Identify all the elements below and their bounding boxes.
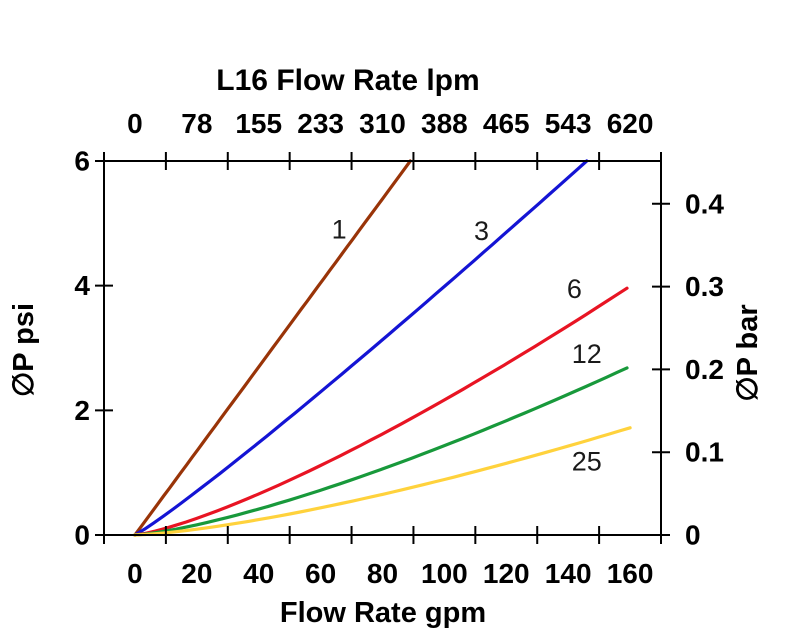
bottom-axis-tick-label: 80: [367, 558, 398, 589]
bottom-axis-tick-label: 100: [421, 558, 468, 589]
top-axis-tick-label: 310: [359, 108, 406, 139]
bottom-axis-tick-label: 120: [483, 558, 530, 589]
top-axis-tick-label: 233: [297, 108, 344, 139]
right-axis-title: ∅P bar: [732, 304, 764, 401]
curve-label-1: 1: [332, 215, 347, 245]
curve-series-1: [133, 159, 412, 537]
bottom-axis-tick-label: 140: [545, 558, 592, 589]
bottom-axis-title: Flow Rate gpm: [280, 597, 486, 629]
curve-label-6: 6: [567, 274, 582, 304]
left-axis-tick-label: 2: [74, 395, 90, 426]
curve-label-3: 3: [474, 216, 489, 246]
curve-labels-group: 1 3 6 12 25: [332, 215, 602, 477]
plot-border: [103, 160, 662, 536]
curve-label-25: 25: [572, 446, 602, 476]
right-axis-tick-label: 0.3: [685, 271, 724, 302]
bottom-axis-tick-label: 160: [607, 558, 654, 589]
top-axis-tick-label: 155: [235, 108, 282, 139]
right-axis-tick-label: 0.2: [685, 354, 724, 385]
plot-frame-group: [103, 160, 662, 536]
right-axis-tick-label: 0: [685, 520, 701, 551]
left-axis-tick-label: 0: [74, 520, 90, 551]
curve-series-25: [133, 426, 632, 537]
axis-titles-group: L16 Flow Rate lpm Flow Rate gpm ∅P psi ∅P b…: [8, 64, 764, 629]
bottom-axis-tick-label: 0: [127, 558, 143, 589]
top-axis-tick-label: 0: [127, 108, 143, 139]
bottom-axis-tick-label: 60: [305, 558, 336, 589]
left-axis-tick-label: 6: [74, 146, 90, 177]
curve-series-group: [133, 159, 632, 537]
top-axis-tick-label: 620: [607, 108, 654, 139]
right-axis-tick-label: 0.1: [685, 437, 724, 468]
curve-label-12: 12: [572, 339, 602, 369]
chart-title: L16 Flow Rate lpm: [216, 64, 479, 97]
curve-series-12: [133, 366, 629, 537]
top-axis-tick-label: 388: [421, 108, 468, 139]
left-axis-title: ∅P psi: [8, 303, 40, 397]
left-axis-tick-label: 4: [74, 270, 90, 301]
top-axis-tick-label: 78: [181, 108, 212, 139]
curve-series-3: [133, 159, 589, 537]
bottom-axis-tick-label: 40: [243, 558, 274, 589]
top-axis-tick-label: 543: [545, 108, 592, 139]
curve-series-6: [133, 286, 629, 537]
right-axis-tick-label: 0.4: [685, 188, 724, 219]
top-axis-tick-label: 465: [483, 108, 530, 139]
axis-ticks-group: [95, 152, 670, 544]
bottom-axis-tick-label: 20: [181, 558, 212, 589]
